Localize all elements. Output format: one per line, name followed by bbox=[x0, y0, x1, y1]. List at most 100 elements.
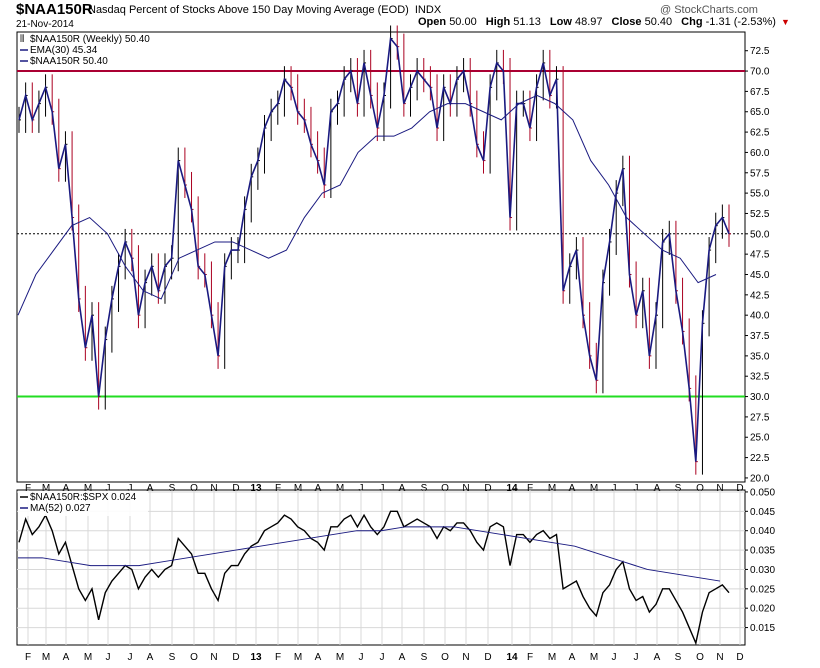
ratio-x-tick-label: J bbox=[106, 652, 111, 663]
close-value: 50.40 bbox=[644, 16, 673, 28]
price-legend-item: EMA(30) 45.34 bbox=[30, 45, 98, 56]
ratio-x-tick-label: N bbox=[716, 652, 723, 663]
price-series-line bbox=[18, 36, 730, 462]
price-x-tick-label: N bbox=[462, 483, 469, 494]
open-label: Open bbox=[418, 16, 447, 28]
ratio-x-tick-label: O bbox=[441, 652, 449, 663]
ratio-x-tick-label: S bbox=[169, 652, 176, 663]
price-y-tick-label: 22.5 bbox=[750, 453, 770, 464]
chart-date: 21-Nov-2014 bbox=[16, 19, 74, 30]
ratio-x-tick-label: J bbox=[612, 652, 617, 663]
ema-series-line bbox=[17, 94, 717, 316]
price-legend-marker: ⫴ bbox=[20, 34, 24, 45]
price-y-tick-label: 32.5 bbox=[750, 372, 770, 383]
price-x-tick-label: A bbox=[315, 483, 322, 494]
price-x-tick-label: D bbox=[232, 483, 239, 494]
ratio-x-tick-label: O bbox=[696, 652, 704, 663]
ratio-x-tick-label: O bbox=[190, 652, 198, 663]
price-y-tick-label: 55.0 bbox=[750, 189, 770, 200]
price-x-tick-label: A bbox=[399, 483, 406, 494]
open-value: 50.00 bbox=[449, 16, 477, 28]
ratio-x-tick-label: M bbox=[84, 652, 92, 663]
price-y-tick-label: 62.5 bbox=[750, 128, 770, 139]
price-legend-box bbox=[18, 33, 158, 69]
price-x-tick-label: M bbox=[336, 483, 344, 494]
ratio-panel: 0.015 0.020 0.025 0.030 0.035 0.040 0.045 0.050… bbox=[16, 487, 775, 663]
price-y-tick-label: 52.5 bbox=[750, 209, 770, 220]
high-label: High bbox=[485, 16, 511, 28]
price-x-tick-label: S bbox=[675, 483, 682, 494]
ratio-y-tick-label: 0.025 bbox=[750, 584, 775, 595]
price-y-tick-label: 45.0 bbox=[750, 270, 770, 281]
ratio-x-tick-label: F bbox=[25, 652, 31, 663]
price-x-tick-label: O bbox=[696, 483, 704, 494]
ratio-legend-item: $NAA150R:$SPX 0.024 bbox=[30, 492, 137, 503]
price-x-tick-label: 14 bbox=[506, 483, 518, 494]
ratio-legend-item: MA(52) 0.027 bbox=[30, 503, 91, 514]
ratio-x-tick-label: A bbox=[63, 652, 70, 663]
ratio-x-tick-label: J bbox=[128, 652, 133, 663]
price-x-tick-label: J bbox=[359, 483, 364, 494]
ratio-x-tick-label: J bbox=[359, 652, 364, 663]
chg-value: -1.31 (-2.53%) bbox=[705, 16, 776, 28]
ratio-x-tick-label: F bbox=[527, 652, 533, 663]
price-legend-item: $NAA150R 50.40 bbox=[30, 56, 108, 67]
ratio-x-tick-label: A bbox=[399, 652, 406, 663]
ratio-x-tick-label: M bbox=[42, 652, 50, 663]
ratio-x-tick-label: S bbox=[675, 652, 682, 663]
ratio-y-tick-label: 0.045 bbox=[750, 507, 775, 518]
exchange-label: INDX bbox=[414, 4, 442, 16]
ratio-x-tick-label: M bbox=[294, 652, 302, 663]
ratio-x-tick-label: A bbox=[315, 652, 322, 663]
price-x-tick-label: N bbox=[210, 483, 217, 494]
ratio-x-tick-label: A bbox=[569, 652, 576, 663]
ratio-x-tick-label: 13 bbox=[250, 652, 262, 663]
price-x-tick-label: F bbox=[25, 483, 31, 494]
price-x-tick-label: A bbox=[654, 483, 661, 494]
ma52-series-line bbox=[18, 526, 721, 582]
price-x-tick-label: M bbox=[294, 483, 302, 494]
price-x-tick-label: J bbox=[106, 483, 111, 494]
ratio-x-tick-label: M bbox=[548, 652, 556, 663]
price-y-tick-label: 57.5 bbox=[750, 168, 770, 179]
price-x-tick-label: A bbox=[63, 483, 70, 494]
ratio-x-tick-label: D bbox=[736, 652, 743, 663]
ratio-x-tick-label: J bbox=[380, 652, 385, 663]
price-y-tick-label: 72.5 bbox=[750, 46, 770, 57]
price-x-tick-label: S bbox=[169, 483, 176, 494]
ratio-x-tick-label: M bbox=[590, 652, 598, 663]
price-y-tick-label: 65.0 bbox=[750, 107, 770, 118]
ratio-x-tick-label: N bbox=[210, 652, 217, 663]
ratio-frame bbox=[16, 489, 746, 646]
ratio-x-tick-label: F bbox=[275, 652, 281, 663]
price-x-tick-label: O bbox=[441, 483, 449, 494]
price-y-tick-label: 60.0 bbox=[750, 148, 770, 159]
price-x-tick-label: M bbox=[84, 483, 92, 494]
ratio-x-tick-label: D bbox=[484, 652, 491, 663]
price-x-tick-label: S bbox=[421, 483, 428, 494]
price-x-tick-label: J bbox=[380, 483, 385, 494]
price-x-tick-label: J bbox=[612, 483, 617, 494]
close-label: Close bbox=[611, 16, 642, 28]
price-y-tick-label: 35.0 bbox=[750, 351, 770, 362]
description-text: Nasdaq Percent of Stocks Above 150 Day M… bbox=[88, 4, 409, 16]
price-y-tick-label: 47.5 bbox=[750, 250, 770, 261]
price-y-tick-label: 70.0 bbox=[750, 67, 770, 78]
ratio-y-tick-label: 0.020 bbox=[750, 604, 775, 615]
price-frame bbox=[16, 31, 746, 483]
price-x-tick-label: M bbox=[42, 483, 50, 494]
price-x-tick-label: M bbox=[548, 483, 556, 494]
price-x-tick-label: O bbox=[190, 483, 198, 494]
price-x-tick-label: D bbox=[484, 483, 491, 494]
price-x-tick-label: F bbox=[527, 483, 533, 494]
price-y-tick-label: 30.0 bbox=[750, 392, 770, 403]
price-y-tick-label: 37.5 bbox=[750, 331, 770, 342]
copyright-text: @ StockCharts.com bbox=[660, 4, 758, 16]
ratio-y-tick-label: 0.015 bbox=[750, 623, 775, 634]
ratio-x-tick-label: 14 bbox=[506, 652, 518, 663]
price-x-tick-label: M bbox=[590, 483, 598, 494]
price-x-tick-label: J bbox=[634, 483, 639, 494]
ratio-legend-box bbox=[18, 491, 148, 516]
copyright[interactable]: @ StockCharts.com bbox=[660, 4, 758, 16]
chart-description: Nasdaq Percent of Stocks Above 150 Day M… bbox=[88, 4, 441, 16]
